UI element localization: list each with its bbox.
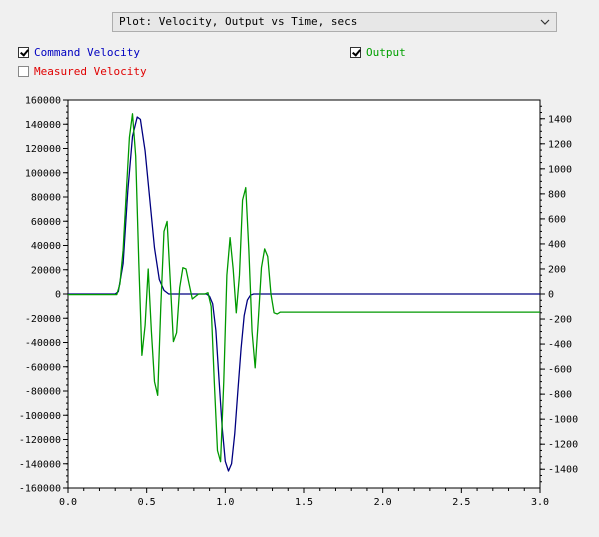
x-tick-label: 1.0	[216, 497, 234, 508]
chevron-down-icon	[540, 19, 550, 25]
output-label: Output	[366, 45, 406, 59]
right-tick-label: 400	[548, 239, 566, 250]
left-tick-label: 80000	[31, 193, 61, 204]
right-tick-label: 1000	[548, 164, 572, 175]
right-tick-label: 1200	[548, 139, 572, 150]
command-velocity-checkbox[interactable]	[18, 46, 29, 58]
right-tick-label: -1400	[548, 465, 578, 476]
left-tick-label: -60000	[25, 362, 61, 373]
command-velocity-label: Command Velocity	[34, 45, 140, 59]
plot-selector-dropdown[interactable]: Plot: Velocity, Output vs Time, secs	[112, 12, 557, 32]
x-axis: 0.0 0.5 1.0 1.5 2.0 2.5 3.0	[59, 488, 549, 508]
series-group	[68, 113, 540, 472]
x-tick-label: 0.0	[59, 497, 77, 508]
left-tick-label: -140000	[19, 459, 61, 470]
left-tick-label: 40000	[31, 241, 61, 252]
measured-velocity-toggle[interactable]: Measured Velocity	[18, 64, 147, 78]
left-tick-label: 20000	[31, 265, 61, 276]
right-tick-label: -1200	[548, 440, 578, 451]
plot-selector-value: Plot: Velocity, Output vs Time, secs	[119, 15, 358, 28]
command-velocity-toggle[interactable]: Command Velocity	[18, 45, 140, 59]
right-tick-label: -1000	[548, 415, 578, 426]
x-tick-label: 3.0	[531, 497, 549, 508]
left-tick-label: 100000	[25, 168, 61, 179]
left-tick-label: -80000	[25, 387, 61, 398]
output-toggle[interactable]: Output	[350, 45, 406, 59]
right-tick-label: -800	[548, 390, 572, 401]
right-tick-label: -600	[548, 365, 572, 376]
command-velocity-series	[68, 116, 540, 472]
measured-velocity-label: Measured Velocity	[34, 64, 147, 78]
left-tick-label: -20000	[25, 314, 61, 325]
output-series	[68, 113, 540, 463]
left-tick-label: 0	[55, 290, 61, 301]
x-tick-label: 0.5	[138, 497, 156, 508]
left-tick-label: 160000	[25, 96, 61, 107]
left-tick-label: -100000	[19, 411, 61, 422]
x-tick-label: 2.5	[452, 497, 470, 508]
right-tick-label: -200	[548, 315, 572, 326]
x-tick-label: 1.5	[295, 497, 313, 508]
right-tick-label: 800	[548, 189, 566, 200]
left-tick-label: -40000	[25, 338, 61, 349]
left-tick-label: 140000	[25, 120, 61, 131]
left-tick-label: -160000	[19, 484, 61, 495]
left-y-axis: 160000 140000 120000 100000 80000 60000 40000 2…	[19, 96, 68, 495]
left-tick-label: 120000	[25, 144, 61, 155]
right-tick-label: 0	[548, 290, 554, 301]
right-y-axis: 1400 1200 1000 800 600 400 200 0 -200 -400 -600 -80…	[540, 105, 578, 483]
left-tick-label: -120000	[19, 435, 61, 446]
right-tick-label: 600	[548, 214, 566, 225]
right-tick-label: -400	[548, 340, 572, 351]
output-checkbox[interactable]	[350, 46, 361, 58]
x-tick-label: 2.0	[374, 497, 392, 508]
measured-velocity-checkbox[interactable]	[18, 65, 29, 77]
right-tick-label: 1400	[548, 114, 572, 125]
left-tick-label: 60000	[31, 217, 61, 228]
right-tick-label: 200	[548, 264, 566, 275]
